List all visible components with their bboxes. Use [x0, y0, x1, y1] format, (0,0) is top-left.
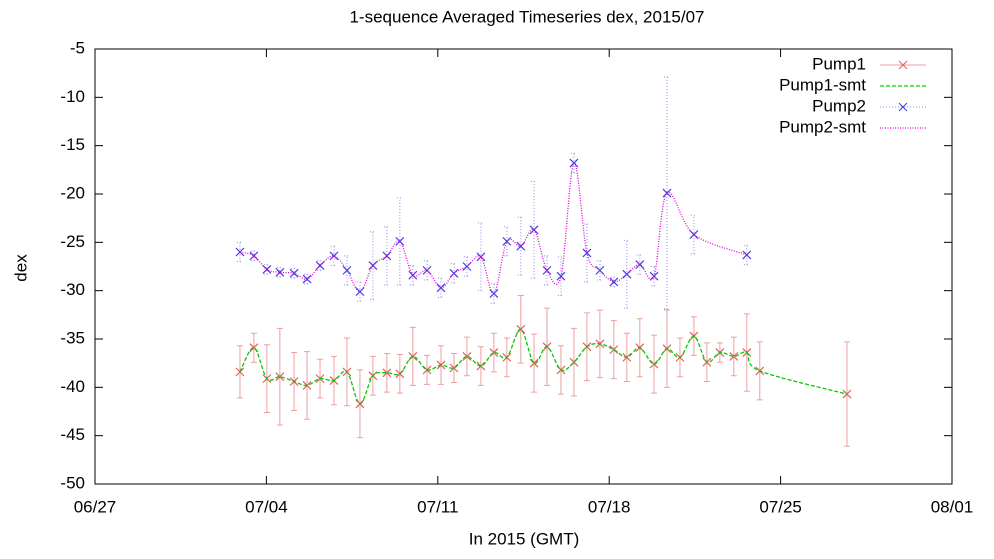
legend-swatch — [898, 60, 908, 70]
x-tick-label: 07/25 — [759, 497, 802, 516]
point-marker — [329, 251, 339, 261]
legend-label: Pump1-smt — [779, 75, 866, 94]
error-bar — [517, 216, 524, 276]
chart-title: 1-sequence Averaged Timeseries dex, 2015… — [349, 7, 704, 26]
error-bar — [304, 273, 311, 285]
point-marker — [662, 188, 672, 198]
point-marker — [842, 389, 852, 399]
point-marker — [556, 271, 566, 281]
point-marker — [582, 248, 592, 258]
legend-label: Pump2-smt — [779, 117, 866, 136]
point-marker — [382, 368, 392, 378]
point-marker — [755, 366, 765, 376]
error-bar — [583, 223, 590, 283]
y-tick-label: -5 — [70, 38, 85, 57]
y-tick-label: -30 — [60, 280, 85, 299]
error-bar — [663, 76, 670, 310]
error-bar — [396, 197, 403, 286]
error-bar — [317, 260, 324, 271]
point-marker — [449, 268, 459, 278]
x-axis-label: In 2015 (GMT) — [469, 529, 580, 548]
x-tick-label: 06/27 — [74, 497, 117, 516]
point-marker — [529, 225, 539, 235]
point-marker — [395, 236, 405, 246]
y-tick-label: -50 — [60, 473, 85, 492]
point-marker — [249, 251, 259, 261]
point-marker — [422, 265, 432, 275]
point-marker — [649, 271, 659, 281]
point-marker — [529, 358, 539, 368]
legend-label: Pump1 — [812, 54, 866, 73]
error-bar — [557, 256, 564, 296]
error-bar — [544, 255, 551, 286]
point-marker — [742, 348, 752, 357]
point-marker — [289, 268, 299, 278]
error-bar — [503, 226, 510, 257]
point-marker — [609, 277, 619, 287]
x-tick-label: 07/11 — [417, 497, 458, 516]
point-marker — [609, 345, 619, 355]
error-bar — [250, 250, 257, 262]
y-tick-label: -10 — [60, 87, 85, 106]
point-marker — [235, 247, 245, 257]
error-bar — [610, 276, 617, 288]
smooth-line — [239, 328, 848, 405]
point-marker — [235, 367, 245, 377]
point-marker — [649, 359, 659, 369]
y-tick-label: -35 — [60, 328, 85, 347]
legend-swatch — [898, 102, 908, 112]
plot-frame — [94, 48, 953, 485]
x-tick-label: 07/18 — [588, 497, 631, 516]
error-bar — [383, 226, 390, 286]
y-tick-label: -40 — [60, 377, 85, 396]
point-marker — [275, 267, 285, 277]
legend-label: Pump2 — [812, 96, 866, 115]
error-bar — [263, 264, 270, 275]
y-tick-label: -15 — [60, 135, 85, 154]
point-marker — [275, 372, 285, 382]
y-tick-label: -25 — [60, 232, 85, 251]
point-marker — [542, 265, 552, 275]
error-bar — [343, 255, 350, 286]
x-tick-label: 08/01 — [931, 497, 974, 516]
point-marker — [355, 287, 365, 297]
y-tick-label: -45 — [60, 425, 85, 444]
error-bar — [291, 267, 298, 279]
y-axis-label: dex — [11, 254, 30, 282]
point-marker — [342, 265, 352, 275]
error-bar — [690, 214, 697, 255]
x-tick-label: 07/04 — [245, 497, 288, 516]
error-bar — [276, 266, 283, 278]
point-marker — [516, 241, 526, 251]
point-marker — [742, 250, 752, 260]
smooth-line — [239, 162, 748, 295]
y-tick-label: -20 — [60, 183, 85, 202]
